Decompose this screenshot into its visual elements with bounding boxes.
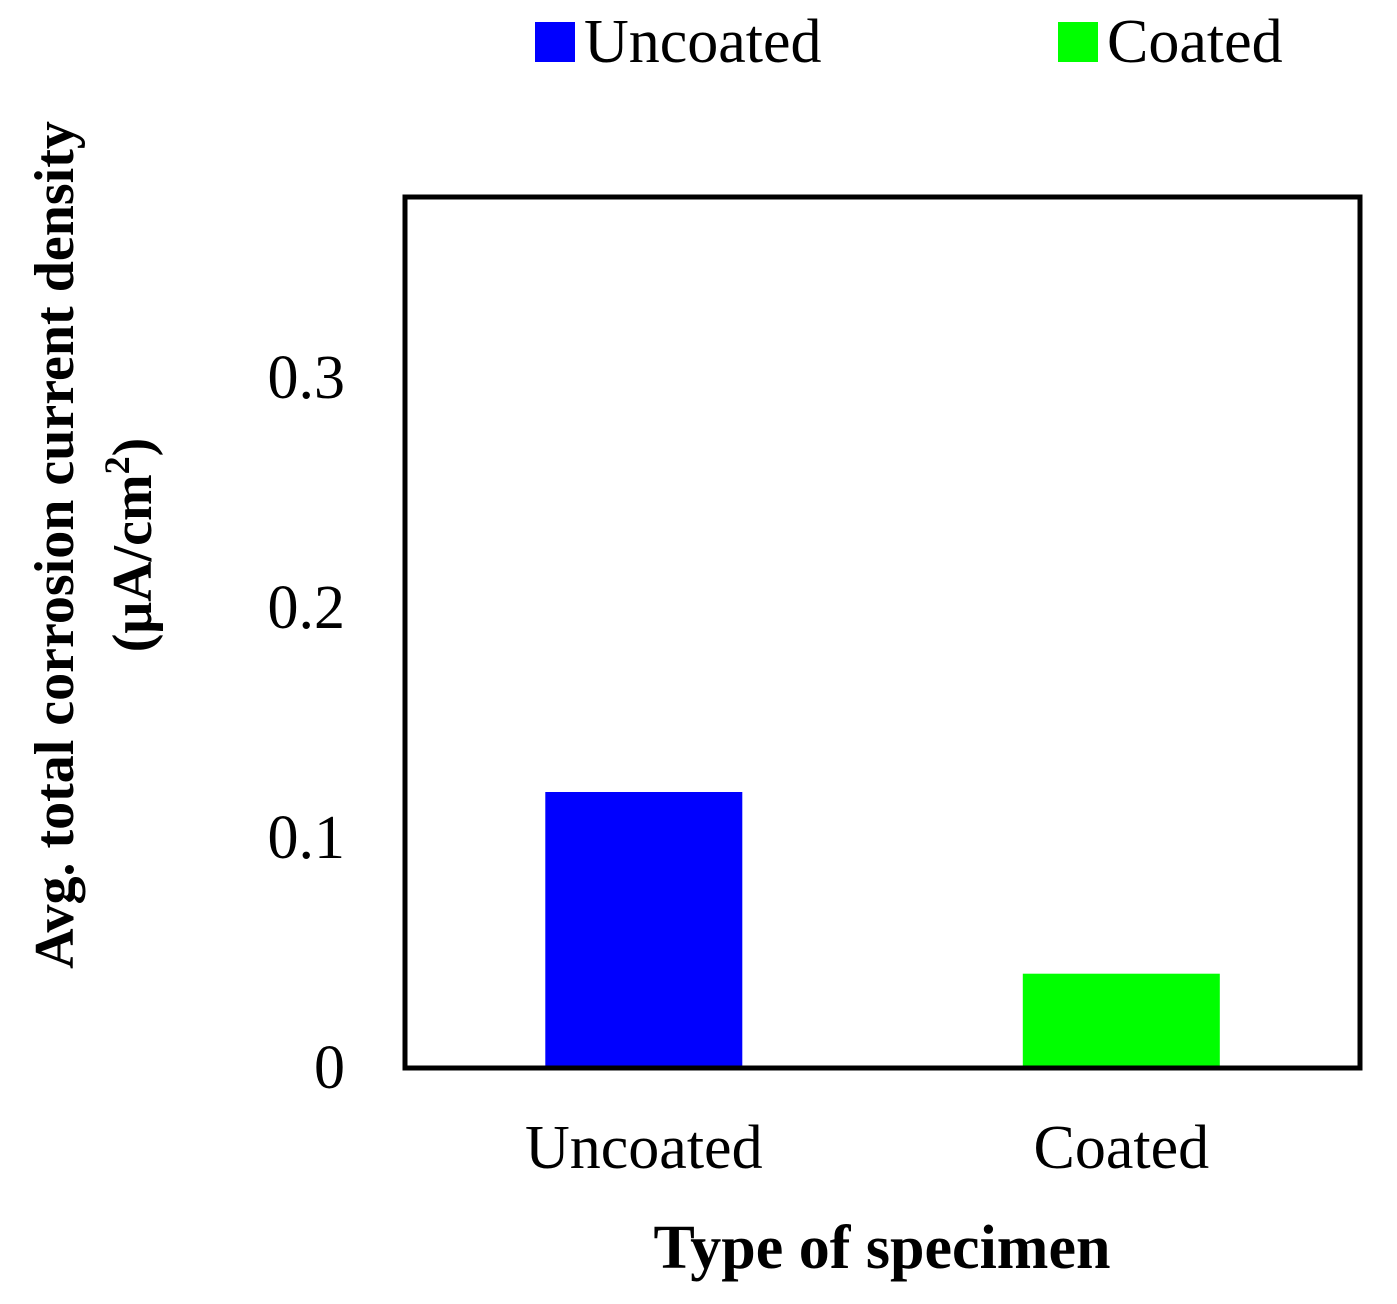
x-axis-categories: Uncoated Coated [525, 1114, 1209, 1182]
x-tick-label-uncoated: Uncoated [525, 1114, 763, 1182]
y-axis-label-line2: (μA/cm2) [97, 438, 164, 653]
y-tick-label: 0.2 [268, 574, 346, 642]
x-tick-label-coated: Coated [1033, 1114, 1209, 1182]
y-axis-label-line1: Avg. total corrosion current density [24, 121, 86, 969]
legend-label-coated: Coated [1107, 8, 1283, 76]
y-tick-label: 0.3 [268, 344, 346, 412]
x-axis-label: Type of specimen [654, 1214, 1111, 1282]
legend-swatch-coated [1058, 22, 1098, 62]
legend: Uncoated Coated [535, 8, 1283, 76]
bar-coated [1022, 973, 1220, 1068]
y-axis-label-superscript: 2 [97, 456, 137, 474]
y-axis-ticks: 0 0.1 0.2 0.3 [268, 344, 346, 1102]
y-axis-label-unit: (μA/cm [102, 474, 164, 652]
bar-uncoated [545, 792, 743, 1068]
legend-swatch-uncoated [535, 22, 575, 62]
y-axis-label: Avg. total corrosion current density (μA… [24, 121, 164, 969]
y-tick-label: 0.1 [268, 804, 346, 872]
bars-group [545, 792, 1220, 1068]
legend-label-uncoated: Uncoated [584, 8, 822, 76]
y-tick-label: 0 [314, 1034, 345, 1102]
y-axis-label-close: ) [102, 438, 164, 457]
plot-area-frame [402, 194, 1363, 1071]
